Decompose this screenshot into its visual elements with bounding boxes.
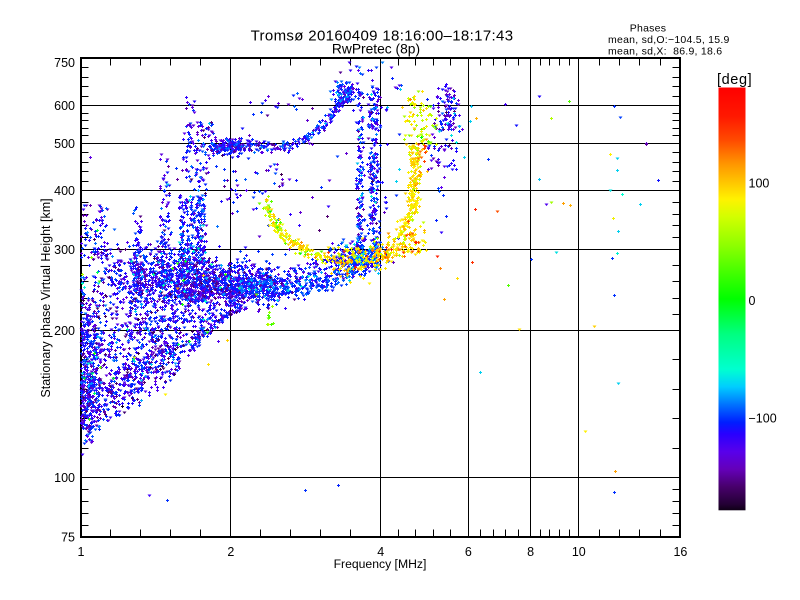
svg-text:300: 300 (54, 243, 75, 257)
svg-text:Stationary phase Virtual Heigh: Stationary phase Virtual Height [km] (39, 198, 53, 397)
svg-text:200: 200 (54, 324, 75, 338)
svg-text:4: 4 (377, 545, 384, 559)
svg-text:1: 1 (78, 545, 85, 559)
svg-text:mean, sd,O:−104.5, 15.9: mean, sd,O:−104.5, 15.9 (608, 34, 730, 46)
svg-text:100: 100 (54, 471, 75, 485)
svg-text:400: 400 (54, 184, 75, 198)
svg-text:6: 6 (465, 545, 472, 559)
svg-text:100: 100 (749, 177, 770, 191)
svg-text:10: 10 (572, 545, 586, 559)
svg-text:16: 16 (673, 545, 687, 559)
svg-text:mean, sd,X: 86.9, 18.6: mean, sd,X: 86.9, 18.6 (608, 45, 722, 57)
svg-text:Frequency [MHz]: Frequency [MHz] (334, 557, 427, 571)
svg-text:Tromsø 20160409 18:16:00–18:17: Tromsø 20160409 18:16:00–18:17:43 (251, 28, 514, 45)
svg-text:Phases: Phases (630, 23, 667, 35)
svg-text:2: 2 (227, 545, 234, 559)
svg-text:500: 500 (54, 137, 75, 151)
svg-text:8: 8 (527, 545, 534, 559)
svg-text:[deg]: [deg] (717, 72, 752, 88)
svg-text:75: 75 (61, 530, 75, 544)
svg-text:RwPretec (8p): RwPretec (8p) (332, 42, 420, 57)
svg-text:0: 0 (749, 294, 756, 308)
svg-text:600: 600 (54, 99, 75, 113)
svg-text:750: 750 (54, 56, 75, 70)
svg-text:−100: −100 (749, 411, 777, 425)
